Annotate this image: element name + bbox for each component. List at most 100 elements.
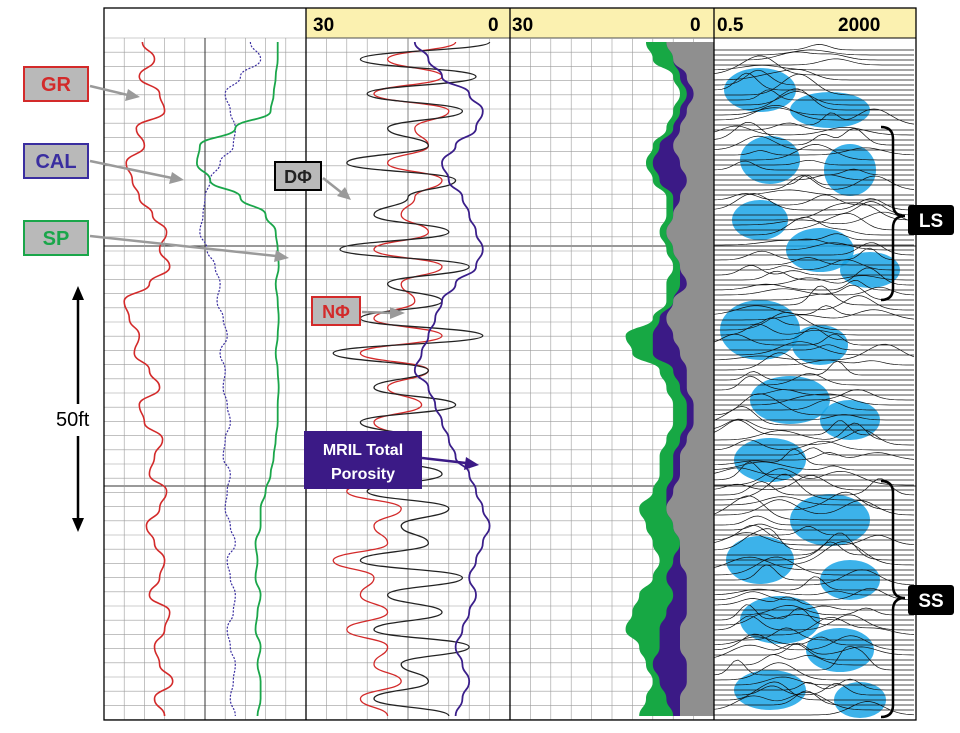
nphi-callout-label: NΦ (322, 302, 350, 322)
t2-waveform (714, 51, 914, 61)
scale-label-t4-right: 2000 (838, 15, 880, 36)
t2-waveform (714, 429, 914, 446)
t2-waveform (714, 526, 914, 536)
t2-waveform (714, 399, 914, 411)
t2-waveform (714, 528, 914, 551)
t2-waveform (714, 193, 914, 201)
t2-waveform (714, 604, 914, 621)
ss-zone-label-box: SS (908, 585, 954, 615)
ls-zone-brace (880, 125, 906, 302)
t2-waveform (714, 523, 914, 531)
t2-blue-region (740, 136, 800, 184)
t2-waveform (714, 55, 914, 76)
t2-waveform (714, 69, 914, 86)
t2-waveform (714, 564, 914, 581)
t2-waveform (714, 309, 915, 321)
t2-waveform (714, 104, 914, 121)
t2-waveform (714, 128, 914, 146)
dphi-callout: DΦ (274, 161, 351, 200)
t2-waveform (714, 144, 914, 161)
gr-curve (123, 41, 174, 717)
t2-waveform (714, 285, 914, 306)
t2-waveform (714, 216, 914, 236)
t2-waveform (714, 461, 914, 481)
t2-waveform (714, 499, 915, 516)
t2-waveform (714, 569, 915, 586)
mril-callout: MRIL Total Porosity (304, 431, 479, 489)
t2-waveform (714, 49, 914, 56)
t2-waveform (714, 541, 914, 556)
mril-callout-line2: Porosity (331, 466, 395, 483)
t2-waveform (714, 147, 915, 156)
t2-waveform (714, 107, 914, 116)
t2-waveform (714, 212, 914, 231)
t2-waveform (714, 681, 914, 701)
t2-waveform (714, 633, 914, 651)
t2-waveform (714, 468, 914, 486)
t2-waveform (714, 556, 914, 576)
nphi-callout: NΦ (311, 296, 405, 326)
t2-waveform (714, 359, 914, 366)
t2-waveform (714, 242, 915, 256)
t2-waveform (714, 168, 914, 176)
scale-label-t3-right: 0 (690, 15, 701, 36)
depth-scale-arrow: 50ft (56, 286, 90, 532)
t2-waveform (714, 473, 914, 501)
gr-callout-label: GR (41, 74, 72, 96)
t2-waveform (714, 69, 914, 81)
t2-waveform (714, 174, 914, 186)
t2-distribution-track (714, 44, 915, 718)
t2-blue-region (740, 596, 820, 644)
t2-waveform (714, 588, 914, 596)
t2-waveform (714, 257, 914, 266)
t2-waveform (714, 576, 914, 591)
ls-zone-label-box: LS (908, 205, 954, 235)
t2-waveform (714, 475, 914, 491)
t2-waveform (714, 532, 915, 546)
t2-waveform (714, 175, 915, 191)
t2-waveform (714, 341, 914, 356)
t2-waveform (714, 189, 914, 196)
t2-waveform (714, 344, 914, 351)
track-2-curves (332, 41, 491, 717)
track-3-fills (625, 42, 714, 716)
t2-waveform (714, 247, 914, 261)
t2-waveform (714, 286, 915, 296)
t2-waveform (714, 373, 914, 386)
mril-callout-line1: MRIL Total (323, 442, 403, 459)
t2-blue-region (806, 628, 874, 672)
t2-waveform (714, 701, 915, 716)
t2-waveform (714, 461, 914, 471)
t2-waveform (714, 91, 914, 106)
scale-label-t4-left: 0.5 (717, 15, 744, 36)
dphi-curve (332, 41, 491, 717)
t2-waveform (714, 616, 915, 636)
t2-waveform (714, 642, 915, 656)
t2-waveform (714, 541, 915, 566)
t2-waveform (714, 645, 914, 671)
t2-waveform (714, 447, 914, 456)
t2-waveform (714, 58, 914, 66)
t2-waveform (714, 393, 914, 416)
t2-waveform (714, 406, 914, 426)
ls-zone-label: LS (919, 211, 943, 232)
t2-waveform (714, 532, 914, 561)
t2-waveform (714, 636, 914, 646)
sp-callout-label: SP (43, 228, 70, 250)
t2-waveform (714, 605, 914, 611)
t2-waveform (714, 452, 915, 461)
cal-callout-label: CAL (35, 151, 76, 173)
t2-waveform (714, 691, 914, 711)
t2-waveform (714, 323, 914, 336)
t2-waveform (714, 135, 914, 151)
t2-waveform (714, 267, 914, 286)
t2-waveform (714, 270, 914, 281)
t2-waveform (714, 242, 914, 251)
t2-waveform (714, 496, 914, 506)
t2-waveform (714, 643, 914, 661)
header-band (305, 7, 917, 39)
t2-waveform (714, 419, 914, 436)
t2-blue-region (792, 325, 848, 365)
gr-callout: GR (23, 66, 140, 102)
